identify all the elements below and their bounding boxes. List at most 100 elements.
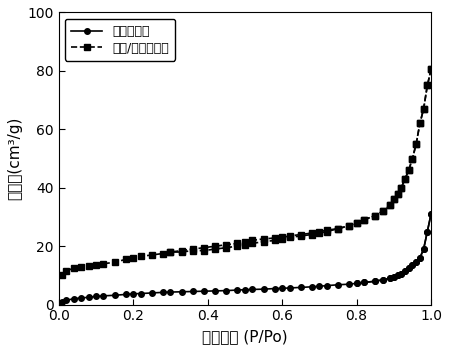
油页岩半焦 (168, 290, 173, 294)
矿物/生物炭材料 (272, 238, 277, 243)
矿物/生物炭材料 (387, 203, 393, 207)
矿物/生物炭材料 (138, 254, 143, 259)
矿物/生物炭材料 (361, 218, 367, 222)
矿物/生物炭材料 (399, 186, 404, 190)
油页岩半焦 (112, 293, 117, 297)
矿物/生物炭材料 (93, 263, 99, 267)
Y-axis label: 吸附量(cm³/g): 吸附量(cm³/g) (7, 117, 22, 200)
油页岩半焦 (63, 298, 69, 302)
矿物/生物炭材料 (324, 230, 330, 234)
矿物/生物炭材料 (224, 246, 229, 250)
油页岩半焦 (421, 247, 426, 251)
矿物/生物炭材料 (63, 269, 69, 273)
矿物/生物炭材料 (309, 232, 315, 237)
油页岩半焦 (224, 289, 229, 293)
油页岩半焦 (387, 276, 393, 280)
油页岩半焦 (123, 292, 128, 297)
油页岩半焦 (235, 288, 240, 292)
油页岩半焦 (417, 256, 423, 260)
油页岩半焦 (406, 266, 411, 270)
Line: 油页岩半焦: 油页岩半焦 (60, 211, 434, 305)
矿物/生物炭材料 (406, 168, 411, 172)
矿物/生物炭材料 (402, 177, 408, 181)
油页岩半焦 (149, 291, 154, 295)
矿物/生物炭材料 (414, 142, 419, 146)
矿物/生物炭材料 (71, 266, 76, 270)
Legend: 油页岩半焦, 矿物/生物炭材料: 油页岩半焦, 矿物/生物炭材料 (65, 19, 176, 61)
矿物/生物炭材料 (410, 157, 415, 161)
矿物/生物炭材料 (391, 197, 396, 201)
油页岩半焦 (250, 287, 255, 292)
矿物/生物炭材料 (298, 234, 304, 238)
矿物/生物炭材料 (354, 221, 359, 225)
矿物/生物炭材料 (347, 224, 352, 228)
矿物/生物炭材料 (235, 244, 240, 248)
油页岩半焦 (402, 269, 408, 273)
矿物/生物炭材料 (279, 237, 285, 241)
矿物/生物炭材料 (149, 253, 154, 257)
油页岩半焦 (201, 289, 207, 293)
矿物/生物炭材料 (101, 261, 106, 266)
油页岩半焦 (380, 278, 385, 282)
油页岩半焦 (93, 294, 99, 299)
矿物/生物炭材料 (428, 67, 434, 72)
矿物/生物炭材料 (317, 231, 322, 235)
油页岩半焦 (138, 291, 143, 296)
矿物/生物炭材料 (160, 251, 166, 256)
矿物/生物炭材料 (287, 235, 292, 239)
油页岩半焦 (324, 284, 330, 288)
油页岩半焦 (272, 286, 277, 291)
矿物/生物炭材料 (212, 247, 218, 251)
油页岩半焦 (279, 286, 285, 290)
油页岩半焦 (131, 292, 136, 296)
油页岩半焦 (298, 285, 304, 290)
油页岩半焦 (101, 294, 106, 298)
矿物/生物炭材料 (123, 257, 128, 261)
油页岩半焦 (391, 275, 396, 279)
矿物/生物炭材料 (242, 243, 247, 247)
矿物/生物炭材料 (190, 249, 195, 253)
油页岩半焦 (347, 282, 352, 286)
矿物/生物炭材料 (425, 84, 430, 88)
油页岩半焦 (86, 295, 91, 299)
油页岩半焦 (373, 279, 378, 283)
矿物/生物炭材料 (131, 256, 136, 260)
油页岩半焦 (395, 273, 400, 278)
油页岩半焦 (399, 272, 404, 276)
矿物/生物炭材料 (60, 273, 65, 278)
矿物/生物炭材料 (112, 260, 117, 264)
油页岩半焦 (71, 297, 76, 301)
矿物/生物炭材料 (373, 213, 378, 218)
矿物/生物炭材料 (261, 240, 266, 244)
矿物/生物炭材料 (201, 249, 207, 253)
矿物/生物炭材料 (86, 264, 91, 268)
油页岩半焦 (425, 230, 430, 234)
油页岩半焦 (309, 285, 315, 289)
矿物/生物炭材料 (168, 250, 173, 254)
油页岩半焦 (160, 290, 166, 294)
矿物/生物炭材料 (421, 107, 426, 111)
X-axis label: 相对压力 (P/Po): 相对压力 (P/Po) (202, 329, 288, 344)
油页岩半焦 (287, 286, 292, 290)
矿物/生物炭材料 (179, 250, 184, 254)
油页岩半焦 (361, 280, 367, 285)
油页岩半焦 (414, 260, 419, 264)
油页岩半焦 (79, 296, 84, 300)
油页岩半焦 (242, 287, 247, 292)
油页岩半焦 (60, 300, 65, 304)
油页岩半焦 (212, 289, 218, 293)
矿物/生物炭材料 (250, 241, 255, 245)
油页岩半焦 (354, 281, 359, 285)
油页岩半焦 (190, 289, 195, 293)
油页岩半焦 (261, 287, 266, 291)
油页岩半焦 (428, 212, 434, 216)
矿物/生物炭材料 (417, 121, 423, 126)
油页岩半焦 (179, 290, 184, 294)
Line: 矿物/生物炭材料: 矿物/生物炭材料 (60, 67, 434, 278)
油页岩半焦 (410, 263, 415, 267)
矿物/生物炭材料 (79, 265, 84, 269)
油页岩半焦 (335, 283, 341, 287)
矿物/生物炭材料 (395, 192, 400, 196)
矿物/生物炭材料 (380, 209, 385, 213)
矿物/生物炭材料 (335, 226, 341, 231)
